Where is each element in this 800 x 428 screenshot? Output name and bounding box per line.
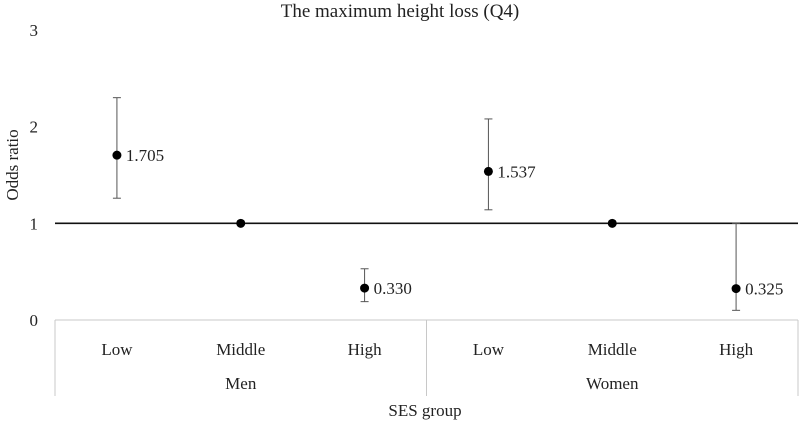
y-tick-label: 1 — [30, 214, 39, 233]
data-point — [607, 218, 617, 228]
category-label: High — [719, 340, 754, 359]
data-point — [483, 166, 493, 176]
y-tick-label: 3 — [30, 21, 39, 40]
data-label: 1.705 — [126, 146, 164, 165]
data-point — [236, 218, 246, 228]
data-label: 0.325 — [745, 280, 783, 299]
group-label: Men — [225, 374, 257, 393]
group-label: Women — [586, 374, 639, 393]
y-tick-label: 2 — [30, 118, 39, 137]
data-point — [731, 284, 741, 294]
category-label: Middle — [588, 340, 637, 359]
x-category-labels: Low Middle High Low Middle High — [101, 340, 753, 359]
data-label: 0.330 — [374, 279, 412, 298]
x-group-labels: Men Women — [225, 374, 639, 393]
data-labels: 1.705 0.330 1.537 0.325 — [126, 146, 783, 298]
category-label: Low — [473, 340, 505, 359]
category-label: Middle — [216, 340, 265, 359]
category-label: Low — [101, 340, 133, 359]
chart-title: The maximum height loss (Q4) — [281, 1, 520, 22]
category-label: High — [348, 340, 383, 359]
y-tick-labels: 0 1 2 3 — [30, 21, 39, 330]
data-point — [112, 150, 122, 160]
data-points — [112, 150, 741, 294]
axes — [54, 222, 799, 396]
data-point — [360, 283, 370, 293]
data-label: 1.537 — [497, 162, 536, 181]
y-axis-label: Odds ratio — [3, 129, 22, 200]
x-axis-label: SES group — [388, 401, 461, 420]
y-tick-label: 0 — [30, 311, 39, 330]
error-bars — [112, 97, 741, 311]
